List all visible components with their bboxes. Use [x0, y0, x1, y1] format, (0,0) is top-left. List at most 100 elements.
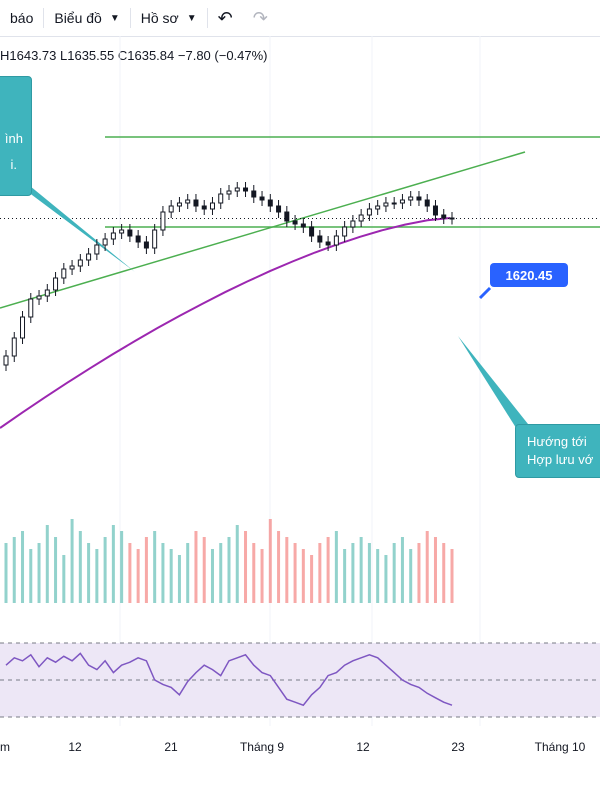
candle: [366, 203, 372, 221]
undo-button[interactable]: ↶: [208, 0, 243, 36]
volume-bar: [136, 549, 140, 603]
candle-body: [432, 205, 438, 216]
candle-body: [201, 205, 207, 210]
toolbar-divider: [43, 8, 45, 28]
x-tick-label: 12: [68, 740, 82, 754]
candle: [276, 200, 282, 218]
candle-body: [110, 232, 116, 240]
candle: [94, 239, 100, 260]
candle-body: [119, 229, 125, 234]
candle-body: [358, 214, 364, 222]
candle: [432, 200, 438, 221]
price-target-value: 1620.45: [505, 267, 553, 283]
legend-change: −7.80 (−0.47%): [177, 48, 268, 63]
legend-high: H1643.73: [0, 48, 57, 63]
candle: [102, 233, 108, 251]
candle-body: [309, 226, 315, 237]
volume-bar: [417, 543, 421, 603]
candle-body: [408, 196, 414, 201]
candle: [176, 197, 182, 212]
candle-body: [300, 223, 306, 228]
candle: [160, 206, 166, 236]
chart-drawings: [0, 136, 600, 431]
top-callout[interactable]: ình i.: [0, 76, 32, 196]
volume-bar: [144, 537, 148, 603]
candle: [3, 350, 9, 371]
volume-bar: [4, 543, 8, 603]
x-axis: m 12 21 Tháng 9 12 23 Tháng 10: [0, 740, 586, 754]
volume-bar: [285, 537, 289, 603]
candle: [333, 230, 339, 251]
candle-body: [102, 238, 108, 246]
ohlc-legend: H1643.73 L1635.55 C1635.84 −7.80 (−0.47%…: [0, 48, 268, 63]
alerts-menu[interactable]: báo: [0, 0, 43, 36]
candle-body: [185, 199, 191, 204]
volume-bar: [103, 537, 107, 603]
top-toolbar: báo Biểu đồ ▼ Hồ sơ ▼ ↶ ↷: [0, 0, 600, 37]
candle-body: [375, 205, 381, 210]
candle: [358, 209, 364, 227]
candle: [119, 224, 125, 239]
candle: [143, 236, 149, 254]
volume-bar: [29, 549, 33, 603]
candle-body: [251, 190, 257, 198]
rsi-panel: [0, 642, 600, 718]
candle: [399, 194, 405, 209]
candle: [350, 215, 356, 233]
volume-bar: [186, 543, 190, 603]
volume-bar: [351, 543, 355, 603]
candle-body: [226, 190, 232, 195]
candle-body: [3, 355, 9, 366]
candle: [226, 185, 232, 200]
candle-body: [243, 187, 249, 192]
candle: [20, 311, 26, 344]
price-chart[interactable]: m 12 21 Tháng 9 12 23 Tháng 10: [0, 36, 600, 800]
volume-bar: [334, 531, 338, 603]
candle-body: [152, 229, 158, 249]
top-callout-line-1: ình: [4, 131, 23, 146]
candle-body: [36, 295, 42, 300]
candle: [69, 260, 75, 275]
candle: [424, 194, 430, 212]
profile-label: Hồ sơ: [140, 10, 179, 26]
candle-body: [69, 265, 75, 270]
candlesticks: [3, 182, 455, 371]
volume-bar: [128, 543, 132, 603]
bottom-callout[interactable]: Hướng tới Hợp lưu vớ: [515, 424, 600, 478]
volume-bar: [392, 543, 396, 603]
candle-body: [399, 199, 405, 204]
redo-button[interactable]: ↷: [243, 0, 278, 36]
candle: [11, 332, 17, 362]
volume-bar: [359, 537, 363, 603]
candle-body: [325, 241, 331, 246]
volume-bar: [202, 537, 206, 603]
x-tick-label: 23: [451, 740, 465, 754]
x-tick-label: Tháng 9: [240, 740, 284, 754]
candle-body: [193, 199, 199, 207]
volume-bar: [442, 543, 446, 603]
charts-menu[interactable]: Biểu đồ ▼: [44, 0, 129, 36]
candle-body: [44, 289, 50, 297]
candle: [325, 236, 331, 251]
volume-bar: [111, 525, 115, 603]
volume-bar: [194, 531, 198, 603]
volume-bar: [310, 555, 314, 603]
price-target-label[interactable]: 1620.45: [490, 263, 568, 287]
candle-body: [160, 211, 166, 231]
profile-menu[interactable]: Hồ sơ ▼: [131, 0, 207, 36]
volume-bar: [95, 549, 99, 603]
volume-bar: [45, 525, 49, 603]
volume-bar: [177, 555, 181, 603]
candle: [416, 191, 422, 206]
candle-body: [366, 208, 372, 216]
volume-bar: [62, 555, 66, 603]
candle: [449, 212, 455, 225]
candle: [317, 230, 323, 248]
volume-bar: [252, 543, 256, 603]
candle-body: [317, 235, 323, 243]
candle-body: [127, 229, 133, 237]
candle-body: [176, 202, 182, 207]
candle-body: [342, 226, 348, 237]
candle: [259, 191, 265, 206]
volume-bar: [260, 549, 264, 603]
